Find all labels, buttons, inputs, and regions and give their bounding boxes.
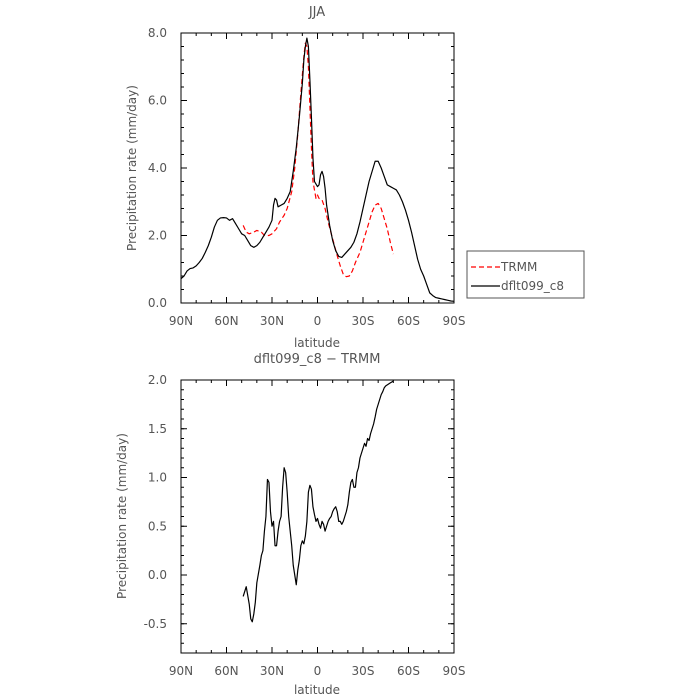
bottom-panel-y-tick-label: -0.5 bbox=[144, 617, 167, 631]
top-panel-x-tick-label: 90N bbox=[169, 314, 193, 328]
legend-label-dflt099-c8: dflt099_c8 bbox=[501, 279, 564, 293]
top-panel-x-tick-label: 60S bbox=[397, 314, 420, 328]
top-panel-y-tick-labels: 0.0 2.0 4.0 6.0 8.0 bbox=[148, 26, 167, 310]
bottom-panel-axes-frame bbox=[180, 379, 455, 654]
bottom-panel-y-tick-label: 2.0 bbox=[148, 373, 167, 387]
top-panel-x-tick-label: 30N bbox=[260, 314, 284, 328]
legend-box bbox=[466, 250, 585, 299]
top-panel-x-axis-label: latitude bbox=[294, 336, 340, 350]
top-panel-series-line-trmm bbox=[242, 42, 394, 278]
top-panel-title: JJA bbox=[308, 5, 325, 20]
bottom-panel-x-tick-label: 0 bbox=[314, 664, 322, 678]
legend-label-trmm: TRMM bbox=[500, 260, 537, 274]
top-panel-series-line-dflt099-c8 bbox=[180, 37, 455, 302]
top-panel: JJA 90N 60N 30N 0 30S 60S 90S 0.02.04.06.08.0 … bbox=[125, 5, 585, 350]
bottom-panel-y-axis-label: Precipitation rate (mm/day) bbox=[115, 433, 129, 599]
bottom-panel-x-axis-label: latitude bbox=[294, 683, 340, 697]
top-panel-axes-frame bbox=[180, 32, 455, 304]
bottom-panel-x-tick-label: 90S bbox=[443, 664, 466, 678]
bottom-panel-y-tick-label: 0.0 bbox=[148, 568, 167, 582]
top-panel-x-tick-label: 0 bbox=[314, 314, 322, 328]
top-panel-y-tick-label: 4.0 bbox=[148, 161, 167, 175]
bottom-panel-x-tick-label: 30S bbox=[352, 664, 375, 678]
top-panel-ticks bbox=[180, 32, 455, 304]
bottom-panel-ticks bbox=[180, 379, 455, 654]
bottom-panel-series bbox=[242, 380, 394, 623]
top-panel-y-axis-label: Precipitation rate (mm/day) bbox=[125, 85, 139, 251]
bottom-panel-x-tick-label: 60N bbox=[214, 664, 238, 678]
bottom-panel-x-tick-label: 90N bbox=[169, 664, 193, 678]
bottom-panel-y-tick-labels: -0.5 0.0 0.5 1.0 1.5 2.0 bbox=[144, 373, 167, 631]
legend: TRMM dflt099_c8 bbox=[466, 250, 585, 299]
top-panel-y-tick-label: 8.0 bbox=[148, 26, 167, 40]
top-panel-x-tick-label: 90S bbox=[443, 314, 466, 328]
bottom-panel-y-tick-label: 1.0 bbox=[148, 471, 167, 485]
top-panel-series bbox=[180, 37, 455, 302]
bottom-panel-y-tick-label: 1.5 bbox=[148, 422, 167, 436]
top-panel-y-tick-label: 2.0 bbox=[148, 229, 167, 243]
bottom-panel-y-tick-label: 0.5 bbox=[148, 519, 167, 533]
bottom-panel: dflt099_c8 − TRMM 90N 60N 30N 0 30S 60S 90S -0… bbox=[115, 352, 465, 697]
top-panel-y-tick-label: 6.0 bbox=[148, 94, 167, 108]
bottom-panel-series-line-difference bbox=[242, 380, 394, 623]
bottom-panel-x-tick-label: 30N bbox=[260, 664, 284, 678]
top-panel-x-tick-label: 60N bbox=[214, 314, 238, 328]
bottom-panel-title: dflt099_c8 − TRMM bbox=[254, 352, 381, 367]
top-panel-x-tick-label: 30S bbox=[352, 314, 375, 328]
top-panel-x-tick-labels: 90N 60N 30N 0 30S 60S 90S bbox=[169, 314, 466, 328]
top-panel-y-tick-label: 0.0 bbox=[148, 296, 167, 310]
bottom-panel-x-tick-labels: 90N 60N 30N 0 30S 60S 90S bbox=[169, 664, 466, 678]
bottom-panel-x-tick-label: 60S bbox=[397, 664, 420, 678]
